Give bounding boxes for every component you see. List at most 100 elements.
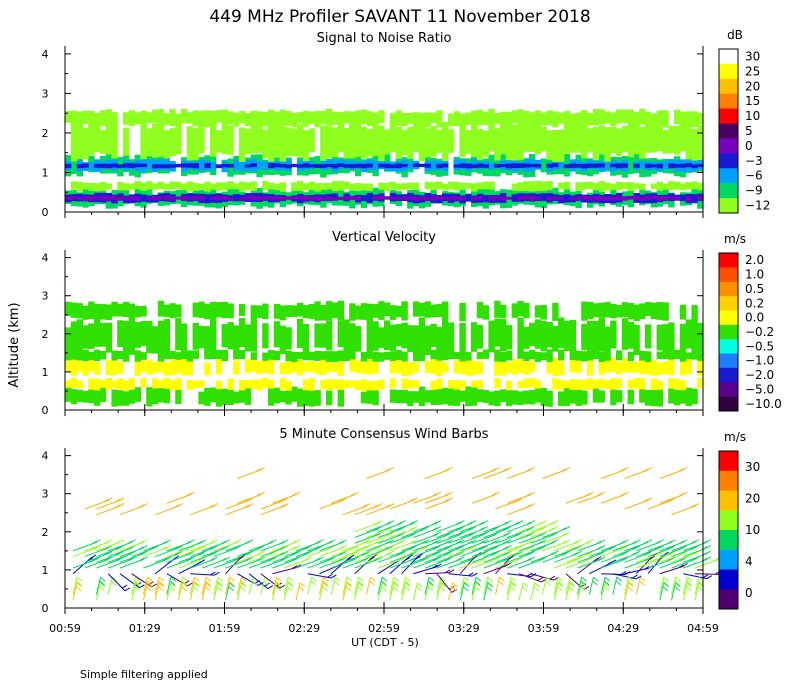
- data-cell: [192, 350, 199, 359]
- data-cell: [105, 163, 112, 169]
- data-cell: [117, 320, 124, 347]
- wind-barb-feather: [408, 521, 414, 526]
- wind-barb-feather: [208, 540, 215, 545]
- wind-barb-feather: [158, 582, 165, 588]
- data-cell: [279, 305, 286, 321]
- wind-barb-feather: [604, 582, 611, 588]
- wind-barb: [530, 523, 554, 533]
- data-cell: [563, 387, 571, 407]
- data-cell: [70, 120, 78, 162]
- wind-barb-feather: [470, 539, 477, 544]
- wind-barb-feather: [345, 580, 352, 586]
- wind-barb-feather: [392, 586, 399, 592]
- data-cell: [523, 390, 530, 405]
- data-cell: [482, 305, 489, 320]
- data-cell: [326, 320, 333, 351]
- wind-barb-feather: [314, 540, 321, 545]
- x-tick-label: 00:59: [49, 622, 81, 635]
- data-cell: [233, 391, 240, 404]
- wind-barb-feather: [146, 580, 152, 586]
- wind-barb-feather: [486, 586, 493, 592]
- wind-barb: [178, 576, 184, 595]
- wind-barb-feather: [447, 497, 453, 502]
- data-cell: [587, 163, 594, 168]
- data-cell: [123, 183, 130, 191]
- wind-barb-feather: [349, 492, 356, 497]
- wind-barb-feather: [417, 552, 424, 557]
- wind-barb-feather: [353, 491, 359, 496]
- data-cell: [430, 160, 437, 171]
- data-cell: [500, 358, 507, 376]
- data-cell: [442, 362, 449, 373]
- data-cell: [291, 128, 298, 157]
- data-cell: [308, 164, 315, 168]
- data-cell: [389, 113, 397, 128]
- wind-barb-feather: [552, 539, 559, 544]
- data-cell: [604, 358, 611, 373]
- data-cell: [418, 386, 426, 407]
- wind-barb-feather: [255, 468, 262, 473]
- wind-barb-feather: [267, 585, 274, 590]
- data-cell: [308, 351, 315, 361]
- data-cell: [627, 156, 634, 175]
- data-cell: [273, 163, 281, 168]
- wind-barb: [96, 553, 120, 563]
- data-cell: [436, 388, 443, 405]
- data-cell: [355, 360, 362, 374]
- data-cell: [517, 391, 524, 406]
- wind-barb-feather: [467, 521, 473, 526]
- data-cell: [604, 302, 611, 318]
- data-cell: [534, 110, 542, 126]
- wind-barb: [225, 582, 230, 601]
- colorbar-label: 30: [745, 460, 760, 474]
- data-cell: [378, 182, 385, 190]
- wind-barb-feather: [381, 576, 388, 582]
- data-cell: [343, 195, 350, 200]
- data-cell: [389, 305, 397, 320]
- data-cell: [563, 320, 571, 352]
- data-cell: [94, 378, 101, 391]
- data-cell: [163, 319, 170, 352]
- wind-barb-feather: [435, 531, 442, 536]
- data-cell: [523, 195, 530, 200]
- data-cell: [650, 113, 658, 125]
- wind-barb-feather: [663, 582, 670, 588]
- data-cell: [389, 196, 397, 200]
- data-cell: [389, 324, 397, 352]
- data-cell: [285, 111, 292, 126]
- wind-barb-feather: [596, 557, 602, 562]
- data-cell: [604, 196, 611, 201]
- data-cell: [326, 378, 333, 391]
- wind-barb-feather: [534, 582, 540, 588]
- data-cell: [476, 379, 484, 388]
- wind-barb: [389, 576, 395, 595]
- data-cell: [529, 163, 536, 168]
- wind-barb: [108, 542, 131, 552]
- wind-barb: [342, 576, 348, 595]
- wind-barb-feather: [138, 540, 144, 545]
- data-cell: [140, 182, 147, 191]
- wind-barb-feather: [475, 576, 482, 582]
- data-cell: [627, 379, 634, 389]
- data-cell: [569, 126, 576, 153]
- data-cell: [65, 327, 72, 354]
- data-cell: [366, 163, 373, 168]
- wind-barb: [436, 523, 460, 533]
- wind-barb-feather: [455, 557, 461, 562]
- data-cell: [587, 113, 594, 126]
- data-cell: [204, 110, 211, 128]
- data-cell: [610, 387, 617, 406]
- colorbar-label: 1.0: [745, 268, 764, 282]
- data-cell: [697, 182, 704, 191]
- data-cell: [279, 126, 286, 162]
- wind-barb: [283, 582, 289, 601]
- data-cell: [320, 351, 327, 360]
- data-cell: [175, 318, 182, 351]
- colorbar-swatch: [719, 78, 738, 95]
- data-cell: [204, 326, 211, 356]
- data-cell: [685, 182, 692, 190]
- wind-barb: [154, 582, 160, 601]
- wind-barb-feather: [169, 586, 176, 592]
- data-cell: [488, 121, 495, 152]
- wind-barb-feather: [474, 586, 481, 592]
